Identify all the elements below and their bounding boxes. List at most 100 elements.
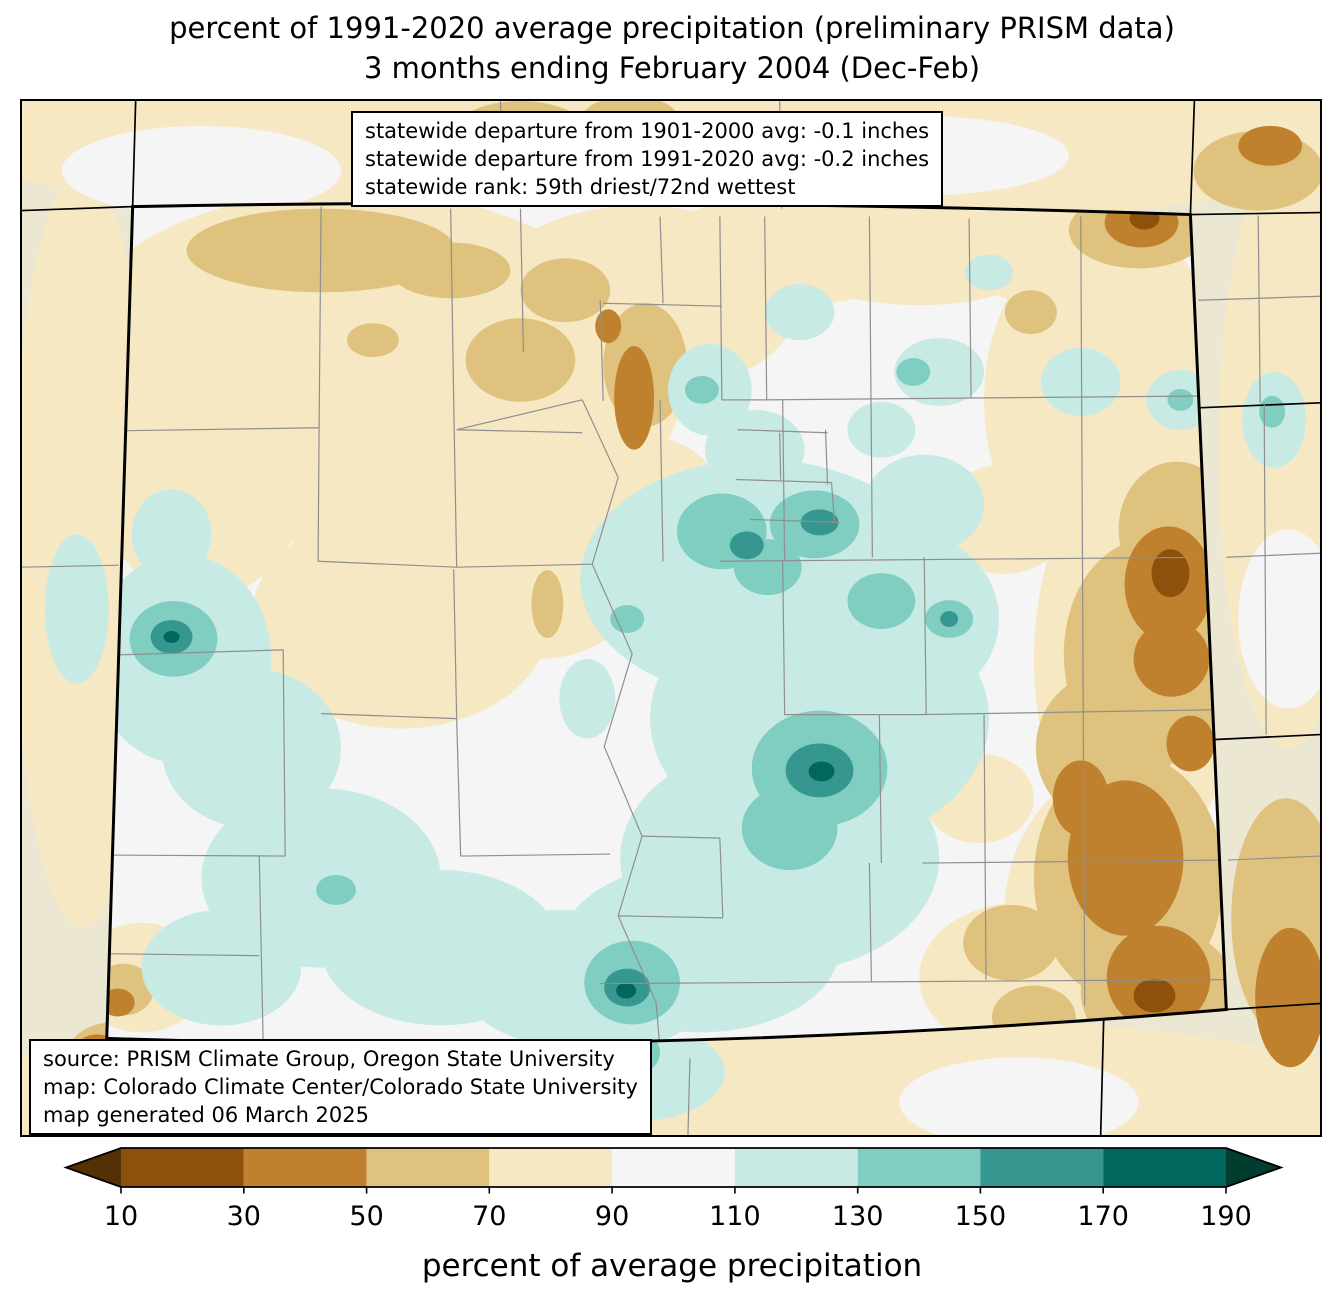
figure-title: percent of 1991-2020 average precipitati… [0, 8, 1344, 88]
shape-c7 [847, 573, 916, 629]
shape-c1 [1151, 549, 1190, 598]
shape-county [687, 1058, 691, 1135]
shape-c8 [940, 611, 959, 627]
shape-county [968, 218, 972, 398]
shape-county [599, 300, 604, 401]
colorbar-tick-label: 50 [349, 1201, 383, 1232]
shape-c2 [595, 309, 622, 344]
shape-county [456, 718, 462, 857]
shape-c2 [1238, 125, 1303, 166]
colorbar-tick-label: 70 [472, 1201, 506, 1232]
colorado-county-lines [108, 206, 1225, 1044]
shape-county [450, 208, 458, 568]
shape-county [1080, 216, 1086, 1006]
shape-county [659, 399, 664, 562]
shape-c6 [161, 668, 342, 829]
shape-c1 [1133, 978, 1176, 1013]
neighbor-state-lines [22, 101, 1320, 1135]
stats-line-1: statewide departure from 1901-2000 avg: … [365, 119, 930, 143]
shape-county [317, 206, 322, 562]
colorbar-tick-label: 170 [1077, 1201, 1129, 1232]
shape-c3 [1004, 290, 1057, 335]
shape-c6 [704, 409, 805, 490]
shape-c6 [559, 658, 616, 739]
colorbar-tick-label: 10 [104, 1201, 138, 1232]
shape-stateline [1190, 211, 1320, 216]
shape-county [735, 429, 840, 523]
stats-line-3: statewide rank: 59th driest/72nd wettest [365, 175, 796, 200]
shape-c5 [899, 1057, 1139, 1135]
shape-stateline [131, 101, 137, 207]
shape-c7 [896, 358, 931, 386]
shape-c6 [764, 284, 835, 341]
shape-c7 [857, 1148, 981, 1187]
shape-c6 [44, 534, 109, 684]
shape-c6 [141, 909, 302, 1026]
shape-stateline [1189, 101, 1196, 215]
statewide-stats-box: statewide departure from 1901-2000 avg: … [351, 111, 944, 208]
shape-county [22, 564, 119, 568]
colorbar-tick-labels: 10 30 50 70 90 110 130 150 170 190 [104, 1201, 1252, 1232]
shape-c8 [800, 509, 839, 536]
shape-c5 [61, 125, 342, 216]
shape-county [258, 856, 264, 1044]
colorbar-right-arrow [1226, 1148, 1281, 1187]
shape-county [1228, 855, 1320, 861]
shape-county [659, 216, 664, 304]
shape-c2 [1255, 927, 1320, 1068]
shape-county [1263, 402, 1267, 735]
shape-county [110, 854, 286, 857]
shape-county [519, 208, 525, 353]
contours-30-50 [106, 203, 1215, 1030]
shape-county [618, 835, 724, 919]
contours-170-190 [163, 630, 835, 999]
colorado-precip-map [22, 101, 1320, 1135]
colorbar-tick-label: 190 [1200, 1201, 1252, 1232]
shape-c6 [965, 254, 1013, 291]
shape-c2 [614, 346, 655, 450]
title-line-2: 3 months ending February 2004 (Dec-Feb) [363, 51, 981, 86]
shape-c2 [1106, 925, 1211, 1030]
colorado-precip-contours [106, 203, 1227, 1044]
colorbar-ticks [120, 1187, 1227, 1194]
shape-c8 [980, 1148, 1104, 1187]
shape-c3 [520, 258, 611, 323]
colorbar-tick-label: 150 [955, 1201, 1007, 1232]
shape-county [125, 427, 320, 432]
shape-county [719, 556, 1217, 562]
shape-c6 [131, 489, 212, 580]
shape-county [782, 561, 920, 716]
shape-c3 [346, 323, 399, 358]
shape-c2 [1133, 620, 1210, 697]
shape-c6 [1040, 348, 1121, 416]
shape-c3 [366, 1148, 490, 1187]
shape-c7 [610, 605, 645, 633]
shape-county [456, 563, 593, 568]
shape-county [456, 399, 583, 431]
stats-line-2: statewide departure from 1991-2020 avg: … [365, 147, 930, 172]
shape-c3 [465, 318, 576, 402]
shape-c7 [684, 375, 719, 404]
title-line-1: percent of 1991-2020 average precipitati… [169, 11, 1175, 45]
shape-county [868, 863, 872, 982]
shape-county [460, 853, 611, 857]
shape-stateline [1099, 1019, 1105, 1135]
shape-county [1226, 552, 1320, 558]
colorbar: 10 30 50 70 90 110 130 150 170 190 perce… [63, 1147, 1284, 1284]
shape-c4 [489, 1148, 613, 1187]
shape-county [922, 859, 1223, 864]
colorbar-tick-label: 130 [832, 1201, 884, 1232]
shape-c7 [316, 875, 356, 905]
shape-stateline [1226, 1002, 1320, 1011]
shape-county [603, 302, 722, 307]
shape-county [318, 560, 457, 568]
shape-stateline [1215, 733, 1320, 741]
shape-c7 [1167, 388, 1194, 411]
source-line-3: map generated 06 March 2025 [43, 1103, 370, 1128]
shape-c8 [729, 531, 764, 560]
shape-c1 [121, 1148, 244, 1187]
shape-county [282, 649, 286, 857]
source-info-box: source: PRISM Climate Group, Oregon Stat… [29, 1039, 652, 1136]
shape-c7 [1259, 395, 1286, 428]
contours-10-30 [1129, 207, 1190, 1013]
